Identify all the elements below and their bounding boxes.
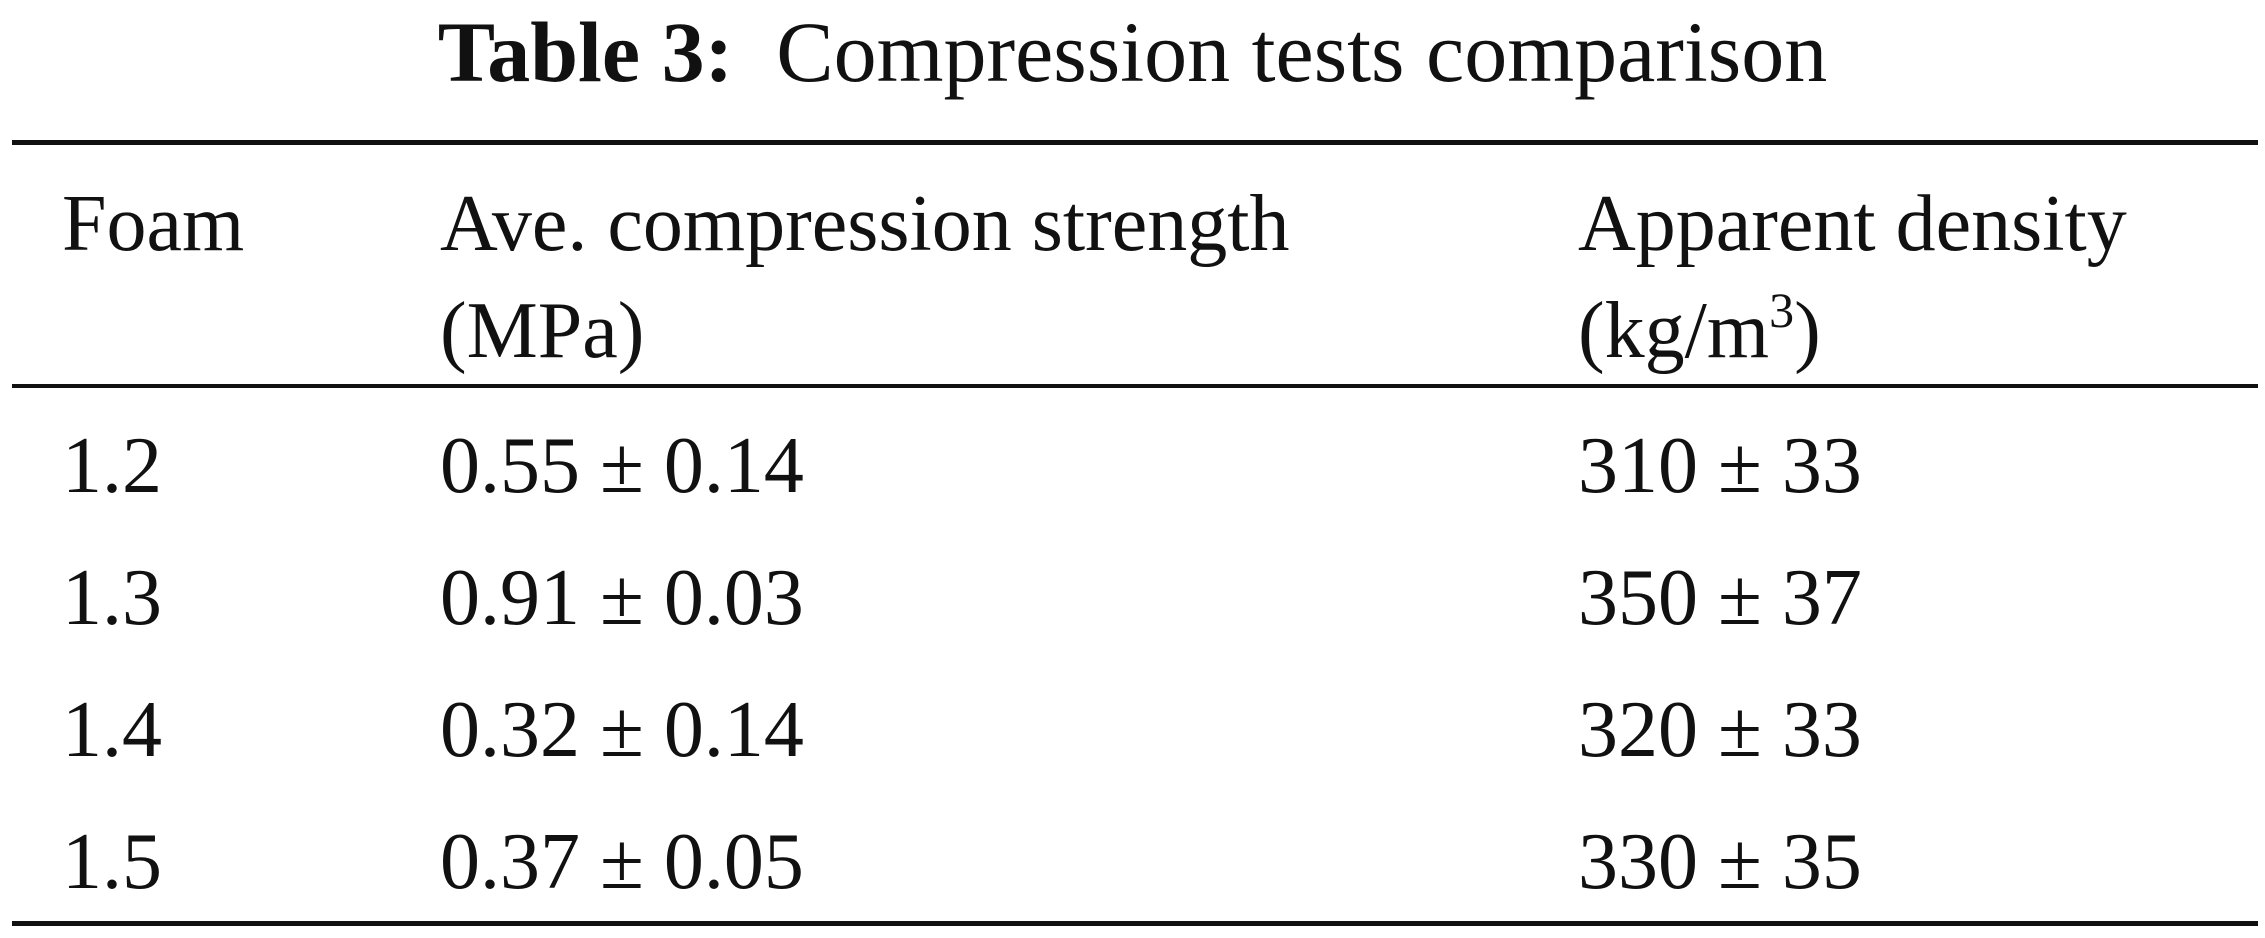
table-caption-label: Table 3: (437, 4, 734, 100)
table-bottom-rule (12, 921, 2258, 926)
table-caption-text: Compression tests comparison (776, 4, 1828, 100)
header-density-unit: (kg/m3) (1578, 282, 1821, 386)
row-density-cell: 310 ± 33 (1578, 422, 1862, 510)
table-header-rule (12, 384, 2258, 388)
header-density-unit-exponent: 3 (1769, 282, 1795, 338)
row-density-cell: 320 ± 33 (1578, 686, 1862, 774)
table-caption: Table 3: Compression tests comparison (0, 2, 2265, 102)
header-density-unit-base: (kg/m (1578, 287, 1770, 375)
row-density-cell: 350 ± 37 (1578, 554, 1862, 642)
row-density-cell: 330 ± 35 (1578, 818, 1862, 906)
header-density: Apparent density (1578, 180, 2127, 268)
header-strength: Ave. compression strength (440, 180, 1290, 268)
row-foam-cell: 1.5 (62, 818, 162, 906)
header-density-unit-close: ) (1794, 287, 1821, 375)
row-strength-cell: 0.32 ± 0.14 (440, 686, 804, 774)
row-strength-cell: 0.55 ± 0.14 (440, 422, 804, 510)
header-strength-unit: (MPa) (440, 287, 645, 375)
row-foam-cell: 1.3 (62, 554, 162, 642)
table-top-rule (12, 140, 2258, 145)
row-foam-cell: 1.2 (62, 422, 162, 510)
header-foam: Foam (62, 180, 245, 268)
row-strength-cell: 0.91 ± 0.03 (440, 554, 804, 642)
row-foam-cell: 1.4 (62, 686, 162, 774)
row-strength-cell: 0.37 ± 0.05 (440, 818, 804, 906)
